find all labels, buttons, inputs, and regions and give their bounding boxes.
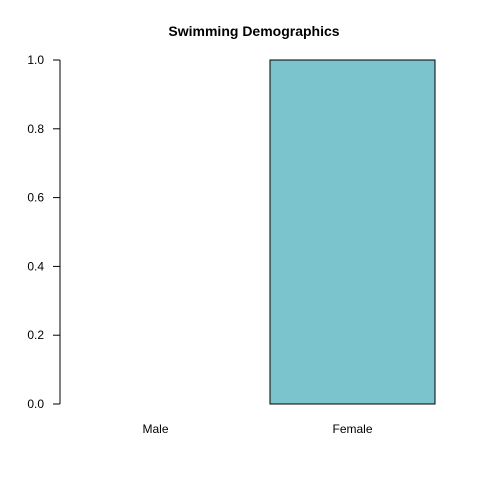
y-tick-label: 0.6: [27, 191, 44, 205]
chart-title: Swimming Demographics: [168, 23, 339, 39]
x-category-label: Male: [142, 422, 168, 436]
bars-group: [269, 59, 436, 405]
y-tick-label: 0.8: [27, 122, 44, 136]
y-axis: 0.0 0.2 0.4 0.6 0.8 1.0: [27, 53, 61, 411]
y-tick-label: 0.0: [27, 397, 44, 411]
y-tick-label: 1.0: [27, 53, 44, 67]
y-tick-label: 0.2: [27, 328, 44, 342]
x-axis-labels: Male Female: [142, 422, 372, 436]
bar-female: [269, 59, 436, 405]
y-tick-label: 0.4: [27, 259, 44, 273]
x-category-label: Female: [332, 422, 372, 436]
